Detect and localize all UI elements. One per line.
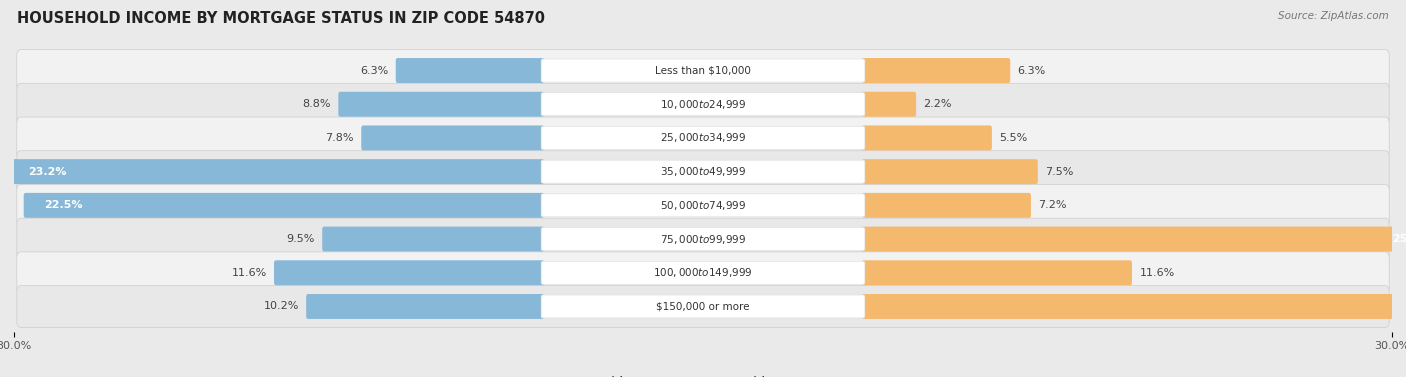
FancyBboxPatch shape — [862, 193, 1031, 218]
Text: 11.6%: 11.6% — [1139, 268, 1174, 278]
FancyBboxPatch shape — [361, 126, 544, 150]
Text: Source: ZipAtlas.com: Source: ZipAtlas.com — [1278, 11, 1389, 21]
Text: 9.5%: 9.5% — [287, 234, 315, 244]
FancyBboxPatch shape — [541, 295, 865, 318]
Text: $75,000 to $99,999: $75,000 to $99,999 — [659, 233, 747, 245]
Text: $10,000 to $24,999: $10,000 to $24,999 — [659, 98, 747, 111]
Text: $35,000 to $49,999: $35,000 to $49,999 — [659, 165, 747, 178]
FancyBboxPatch shape — [17, 151, 1389, 193]
FancyBboxPatch shape — [307, 294, 544, 319]
FancyBboxPatch shape — [17, 286, 1389, 327]
FancyBboxPatch shape — [541, 93, 865, 116]
Text: Less than $10,000: Less than $10,000 — [655, 66, 751, 75]
Text: 7.8%: 7.8% — [325, 133, 354, 143]
FancyBboxPatch shape — [541, 261, 865, 284]
Text: 6.3%: 6.3% — [360, 66, 388, 75]
Text: 22.5%: 22.5% — [44, 200, 83, 210]
Legend: Without Mortgage, With Mortgage: Without Mortgage, With Mortgage — [576, 376, 830, 377]
FancyBboxPatch shape — [17, 117, 1389, 159]
FancyBboxPatch shape — [17, 252, 1389, 294]
Text: 5.5%: 5.5% — [1000, 133, 1028, 143]
FancyBboxPatch shape — [862, 58, 1011, 83]
FancyBboxPatch shape — [541, 160, 865, 183]
Text: 6.3%: 6.3% — [1018, 66, 1046, 75]
FancyBboxPatch shape — [17, 184, 1389, 226]
Text: 23.2%: 23.2% — [28, 167, 66, 177]
Text: HOUSEHOLD INCOME BY MORTGAGE STATUS IN ZIP CODE 54870: HOUSEHOLD INCOME BY MORTGAGE STATUS IN Z… — [17, 11, 546, 26]
FancyBboxPatch shape — [17, 83, 1389, 125]
FancyBboxPatch shape — [862, 294, 1406, 319]
Text: 11.6%: 11.6% — [232, 268, 267, 278]
FancyBboxPatch shape — [24, 193, 544, 218]
FancyBboxPatch shape — [541, 59, 865, 82]
Text: $150,000 or more: $150,000 or more — [657, 302, 749, 311]
Text: 7.5%: 7.5% — [1045, 167, 1074, 177]
FancyBboxPatch shape — [339, 92, 544, 117]
FancyBboxPatch shape — [862, 92, 917, 117]
FancyBboxPatch shape — [862, 126, 991, 150]
FancyBboxPatch shape — [541, 126, 865, 149]
FancyBboxPatch shape — [7, 159, 544, 184]
Text: 10.2%: 10.2% — [263, 302, 299, 311]
Text: $50,000 to $74,999: $50,000 to $74,999 — [659, 199, 747, 212]
FancyBboxPatch shape — [862, 260, 1132, 285]
Text: $100,000 to $149,999: $100,000 to $149,999 — [654, 266, 752, 279]
FancyBboxPatch shape — [17, 218, 1389, 260]
Text: 25.5%: 25.5% — [1392, 234, 1406, 244]
Text: 7.2%: 7.2% — [1038, 200, 1067, 210]
Text: 2.2%: 2.2% — [924, 99, 952, 109]
FancyBboxPatch shape — [862, 227, 1406, 251]
FancyBboxPatch shape — [395, 58, 544, 83]
FancyBboxPatch shape — [862, 159, 1038, 184]
Text: $25,000 to $34,999: $25,000 to $34,999 — [659, 132, 747, 144]
FancyBboxPatch shape — [541, 228, 865, 251]
FancyBboxPatch shape — [322, 227, 544, 251]
Text: 8.8%: 8.8% — [302, 99, 330, 109]
FancyBboxPatch shape — [17, 50, 1389, 91]
FancyBboxPatch shape — [274, 260, 544, 285]
FancyBboxPatch shape — [541, 194, 865, 217]
